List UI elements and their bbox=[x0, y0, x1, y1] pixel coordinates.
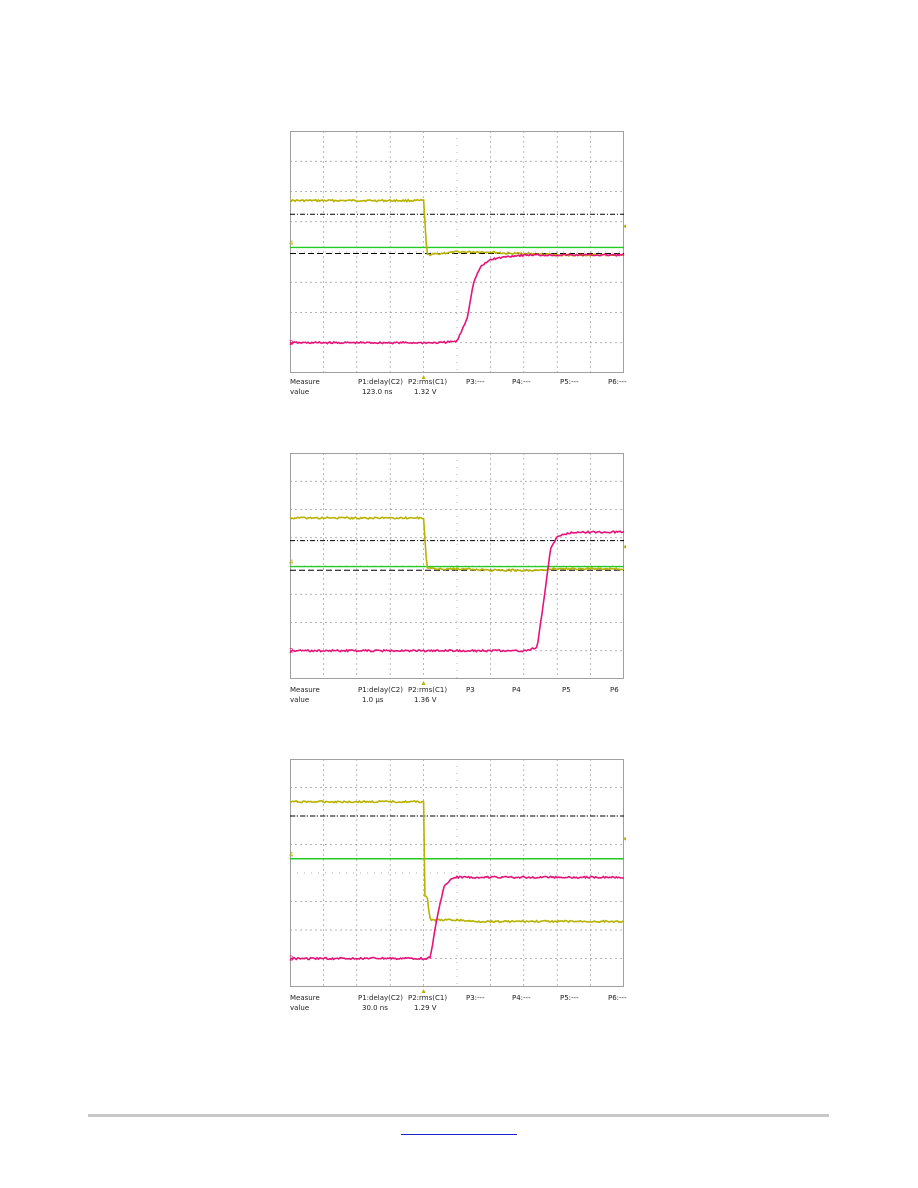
measurement-value-p1: 123.0 ns bbox=[362, 388, 393, 396]
measurement-header-p4: P4:--- bbox=[512, 378, 531, 386]
trigger-level-marker bbox=[623, 224, 626, 229]
footer-link[interactable] bbox=[401, 1133, 517, 1135]
measurement-value-p1: 30.0 ns bbox=[362, 1004, 388, 1012]
trigger-level-marker bbox=[623, 836, 626, 841]
measurement-header-p6: P6 bbox=[610, 686, 619, 694]
measurement-header-p4: P4 bbox=[512, 686, 521, 694]
trigger-time-marker bbox=[421, 681, 426, 685]
measurement-value-p2: 1.36 V bbox=[414, 696, 437, 704]
measurement-header-p1: P1:delay(C2) bbox=[358, 378, 403, 386]
measurement-header-p2: P2:rms(C1) bbox=[408, 378, 448, 386]
measurement-header-label: Measure bbox=[290, 378, 320, 386]
measurement-header-p3: P3:--- bbox=[466, 378, 485, 386]
ch2-trace bbox=[289, 875, 625, 961]
measurement-header-p5: P5:--- bbox=[560, 378, 579, 386]
channel-marker-4: 4 bbox=[289, 239, 294, 247]
ch1-trace bbox=[289, 516, 625, 573]
trigger-level-marker bbox=[623, 544, 626, 549]
footer-divider bbox=[88, 1114, 829, 1117]
waveform-plot: 42 bbox=[289, 131, 626, 379]
waveform-plot: 42 bbox=[289, 453, 626, 685]
ch2-trace bbox=[289, 253, 625, 345]
trigger-time-marker bbox=[421, 989, 426, 993]
channel-marker-2: 2 bbox=[289, 647, 293, 655]
measurement-value-p2: 1.32 V bbox=[414, 388, 437, 396]
channel-marker-4: 4 bbox=[289, 851, 294, 859]
measurement-value-label: value bbox=[290, 388, 310, 396]
trigger-time-marker bbox=[421, 375, 426, 379]
measurement-value-p1: 1.0 µs bbox=[362, 696, 384, 704]
channel-marker-4: 4 bbox=[289, 559, 294, 567]
measurement-header-label: Measure bbox=[290, 994, 320, 1002]
measurement-header-p2: P2:rms(C1) bbox=[408, 994, 448, 1002]
measurement-value-label: value bbox=[290, 1004, 310, 1012]
measurement-header-p5: P5:--- bbox=[560, 994, 579, 1002]
ch1-trace bbox=[289, 799, 625, 924]
ch2-trace bbox=[289, 530, 625, 653]
measurement-header-p3: P3 bbox=[466, 686, 475, 694]
measurement-value-p2: 1.29 V bbox=[414, 1004, 437, 1012]
measurement-header-p4: P4:--- bbox=[512, 994, 531, 1002]
measurement-header-p2: P2:rms(C1) bbox=[408, 686, 448, 694]
measurement-header-p1: P1:delay(C2) bbox=[358, 994, 403, 1002]
channel-marker-2: 2 bbox=[289, 339, 293, 347]
channel-marker-2: 2 bbox=[289, 955, 293, 963]
measurement-header-p3: P3:--- bbox=[466, 994, 485, 1002]
measurement-header-p6: P6:--- bbox=[608, 994, 627, 1002]
measurement-header-p1: P1:delay(C2) bbox=[358, 686, 403, 694]
measurement-value-label: value bbox=[290, 696, 310, 704]
measurement-header-p5: P5 bbox=[562, 686, 571, 694]
waveform-plot: 42 bbox=[289, 759, 626, 993]
plot-frame bbox=[290, 759, 624, 987]
measurement-header-label: Measure bbox=[290, 686, 320, 694]
measurement-header-p6: P6:--- bbox=[608, 378, 627, 386]
